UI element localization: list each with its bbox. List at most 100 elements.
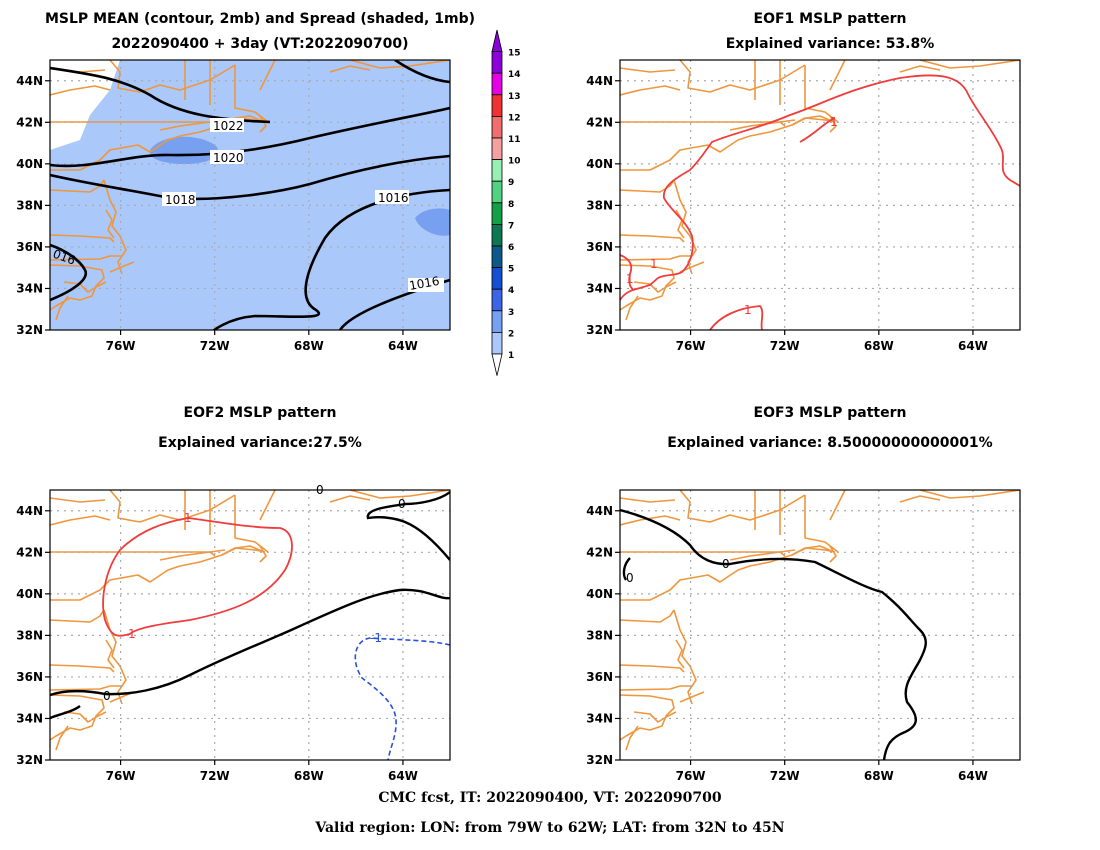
- colorbar-swatch: [491, 310, 503, 333]
- lat-tick-label: 38N: [16, 198, 43, 212]
- eof1-contour-label-4: 1: [744, 303, 752, 317]
- panel-eof2-title-2: Explained variance:27.5%: [158, 435, 362, 451]
- colorbar-top-arrow: [491, 29, 503, 53]
- panel-mslp-mean: 1022 1020 1018 1016 016 1016 44N42N40N38…: [16, 59, 451, 353]
- colorbar-bottom-arrow: [491, 353, 503, 376]
- colorbar-swatch: [491, 223, 503, 247]
- colorbar-swatch: [491, 288, 503, 312]
- map-frame: [49, 59, 451, 331]
- spread-shading-high-region-east: [415, 208, 450, 236]
- eof3-contour-zero-west: [622, 557, 631, 581]
- lat-tick-label: 32N: [586, 323, 613, 337]
- axis-ticks: 44N 42N 40N 38N 36N 34N 32N 76W 72W 68W 64W: [586, 504, 988, 783]
- lat-tick-label: 40N: [586, 587, 613, 601]
- eof2-contour-negative: [354, 637, 450, 760]
- lon-tick-label: 64W: [958, 339, 988, 353]
- lat-tick-label: 32N: [586, 753, 613, 767]
- spread-shading-low-region: [50, 60, 120, 150]
- contour-label-1016-south: 1016: [408, 274, 441, 293]
- lat-tick-label: 34N: [16, 711, 43, 725]
- isobar-1016-east: [212, 188, 450, 330]
- eof2-contour-zero-west: [50, 705, 81, 720]
- eof1-contour-label-3: 1: [626, 272, 634, 286]
- lon-tick-label: 64W: [388, 769, 418, 783]
- lat-tick-label: 44N: [586, 504, 613, 518]
- colorbar-swatch: [491, 72, 503, 96]
- lon-tick-label: 68W: [864, 769, 894, 783]
- colorbar-label: 2: [508, 329, 514, 339]
- colorbar-label: 5: [508, 265, 514, 275]
- colorbar-swatch: [491, 245, 503, 269]
- panel-eof3-title-2: Explained variance: 8.50000000000001%: [667, 435, 992, 451]
- lon-tick-label: 64W: [958, 769, 988, 783]
- colorbar-label: 15: [508, 49, 521, 59]
- colorbar: 15 14 13 12 11 10 9 8 7 6 5 4 3 2 1: [491, 29, 521, 376]
- panel-eof2-title-1: EOF2 MSLP pattern: [184, 405, 337, 421]
- lon-tick-label: 68W: [294, 339, 324, 353]
- coastline-layer: [50, 490, 450, 751]
- lat-tick-label: 32N: [16, 323, 43, 337]
- panel-eof1: 1 1 1 1 44N 42N 40N 38N 36N 34N 32N 76W 72W 68W 64…: [586, 59, 1021, 353]
- colorbar-swatch: [491, 331, 503, 355]
- colorbar-label: 6: [508, 243, 514, 253]
- lon-tick-label: 68W: [864, 339, 894, 353]
- colorbar-label: 4: [508, 286, 514, 296]
- isobar-1018: [50, 154, 450, 201]
- panel-eof1-title-1: EOF1 MSLP pattern: [754, 11, 907, 27]
- contour-label-1018: 1018: [165, 193, 196, 207]
- isobar-1016-west: [50, 243, 88, 302]
- lon-tick-label: 76W: [106, 769, 136, 783]
- axis-ticks: 44N 42N 40N 38N 36N 34N 32N 76W 72W 68W 64W: [16, 504, 418, 783]
- axis-ticks: 44N 42N 40N 38N 36N 34N 32N 76W 72W 68W 64W: [586, 74, 988, 353]
- lat-tick-label: 44N: [16, 504, 43, 518]
- colorbar-swatch: [491, 51, 503, 74]
- lat-tick-label: 36N: [16, 670, 43, 684]
- gridlines: [50, 490, 450, 760]
- lon-tick-label: 72W: [200, 769, 230, 783]
- lat-tick-label: 34N: [586, 711, 613, 725]
- lon-tick-label: 72W: [770, 339, 800, 353]
- colorbar-label: 13: [508, 92, 521, 102]
- panel-eof1-title-2: Explained variance: 53.8%: [726, 36, 935, 52]
- lon-tick-label: 76W: [676, 339, 706, 353]
- eof2-contour-label-negative: -1: [370, 631, 382, 645]
- eof3-contour-label-west: 0: [626, 571, 634, 585]
- colorbar-label: 3: [508, 308, 514, 318]
- lat-tick-label: 42N: [16, 545, 43, 559]
- eof1-contour-positive-west: [620, 254, 635, 291]
- footer-valid-region: Valid region: LON: from 79W to 62W; LAT:…: [315, 820, 785, 836]
- contour-label-1022: 1022: [213, 119, 244, 133]
- eof2-contour-zero-ne: [366, 491, 450, 561]
- eof2-contour-label-positive-bottom: 1: [128, 627, 136, 641]
- eof2-contour-label-zero-ne: 0: [398, 497, 406, 511]
- footer-run-info: CMC fcst, IT: 2022090400, VT: 2022090700: [378, 790, 722, 806]
- panel-mean-title-1: MSLP MEAN (contour, 2mb) and Spread (sha…: [45, 11, 475, 27]
- lon-tick-label: 72W: [200, 339, 230, 353]
- colorbar-swatch: [491, 137, 503, 161]
- lon-tick-label: 64W: [388, 339, 418, 353]
- colorbar-swatch: [491, 159, 503, 182]
- lon-tick-label: 68W: [294, 769, 324, 783]
- gridlines: [620, 490, 1020, 760]
- contour-label-1020: 1020: [213, 151, 244, 165]
- panel-mean-title-2: 2022090400 + 3day (VT:2022090700): [111, 36, 408, 52]
- lat-tick-label: 44N: [586, 74, 613, 88]
- eof2-contour-label-zero-south: 0: [103, 689, 111, 703]
- eof3-contour-label-main: 0: [722, 557, 730, 571]
- lat-tick-label: 40N: [16, 587, 43, 601]
- isobar-north: [394, 60, 450, 84]
- map-frame: [49, 489, 451, 761]
- colorbar-swatch: [491, 116, 503, 139]
- map-frame: [619, 59, 1021, 331]
- lat-tick-label: 36N: [586, 670, 613, 684]
- lat-tick-label: 32N: [16, 753, 43, 767]
- eof2-contour-zero-south: [50, 588, 450, 697]
- axis-ticks: 44N 42N 40N 38N 36N 34N 32N 76W 72W 68W 64W: [16, 74, 418, 353]
- panel-eof3-title-1: EOF3 MSLP pattern: [754, 405, 907, 421]
- eof1-contour-label-2: 1: [650, 257, 658, 271]
- gridlines: [620, 60, 1020, 330]
- colorbar-label: 12: [508, 113, 521, 123]
- colorbar-swatch: [491, 267, 503, 290]
